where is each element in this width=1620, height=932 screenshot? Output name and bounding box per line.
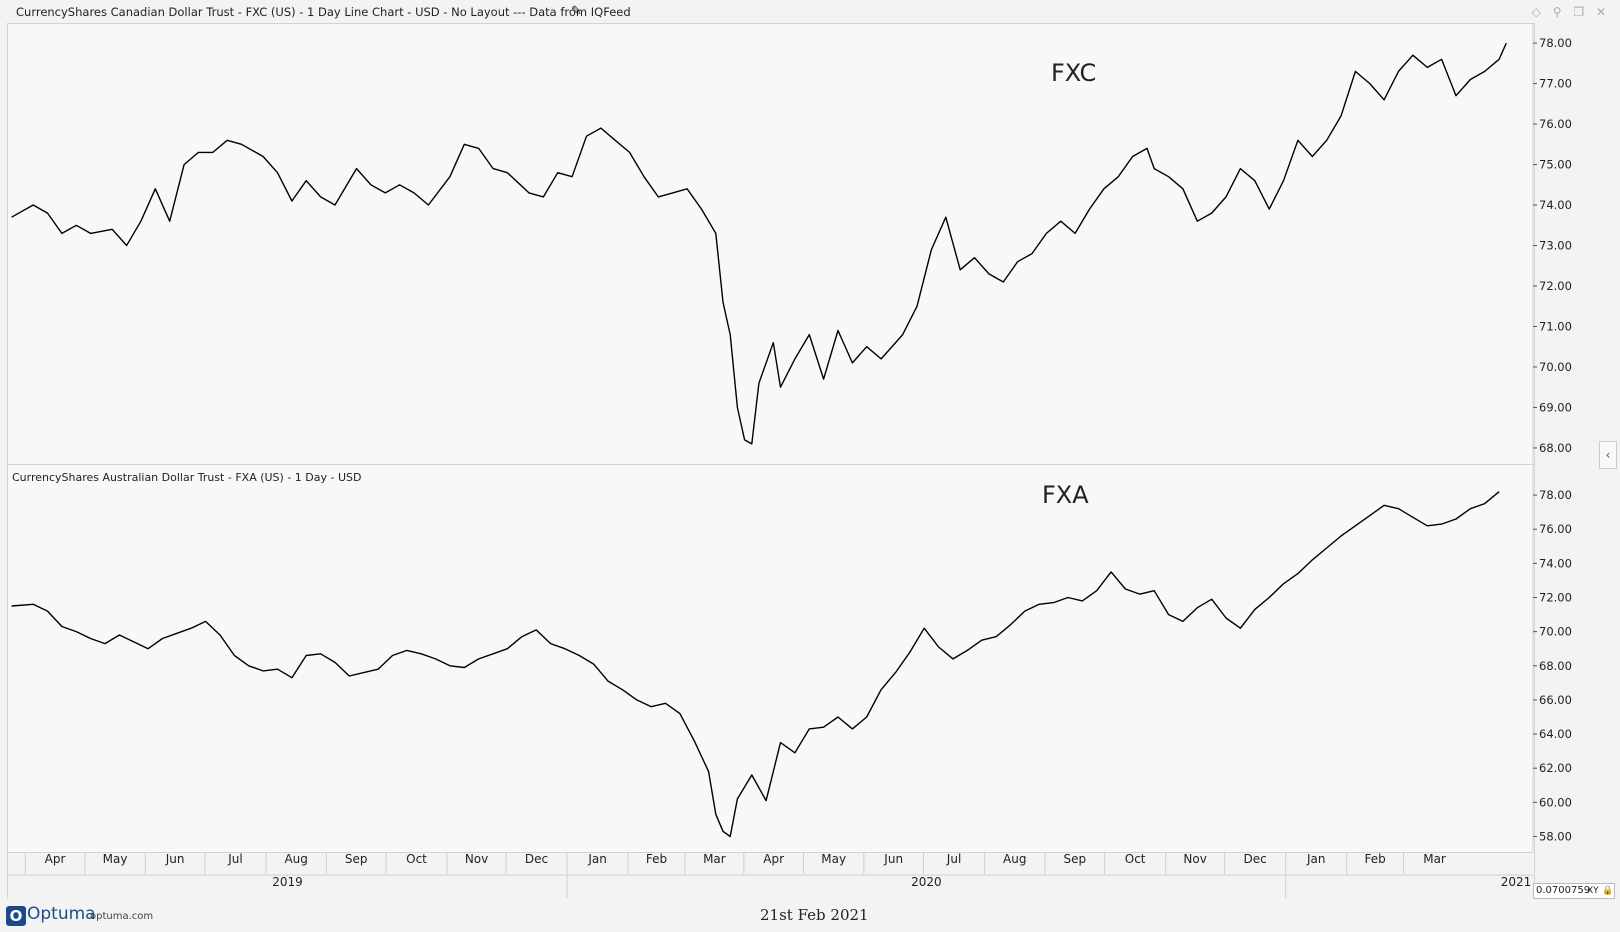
restore-icon[interactable]: ❐	[1573, 5, 1585, 19]
footer-date: 21st Feb 2021	[760, 906, 869, 924]
pin-icon[interactable]: ⚲	[1552, 5, 1562, 19]
month-label: Feb	[1365, 852, 1386, 866]
collapse-handle[interactable]: ‹	[1599, 441, 1617, 469]
title-bar: CurrencyShares Canadian Dollar Trust - F…	[0, 0, 1620, 24]
fxa-y-tick-label: 62.00	[1539, 761, 1572, 775]
month-label: May	[103, 852, 128, 866]
fxc-y-tick-label: 73.00	[1539, 239, 1572, 253]
fxa-y-tick-label: 70.00	[1539, 625, 1572, 639]
fxa-y-tick-label: 60.00	[1539, 795, 1572, 809]
fxc-y-tick-label: 71.00	[1539, 319, 1572, 333]
fxa-y-tick-label: 72.00	[1539, 590, 1572, 604]
month-label: Sep	[345, 852, 368, 866]
xy-readout[interactable]: 0.0700759 XY 🔒	[1533, 883, 1615, 899]
pencil-icon[interactable]: ✎	[571, 4, 582, 19]
time-axis[interactable]	[7, 852, 1535, 900]
month-label: Feb	[646, 852, 667, 866]
fxc-y-tick-label: 74.00	[1539, 198, 1572, 212]
month-label: Apr	[45, 852, 66, 866]
month-label: Apr	[763, 852, 784, 866]
year-label: 2019	[272, 875, 303, 889]
xy-label: XY	[1587, 886, 1599, 896]
month-label: Sep	[1063, 852, 1086, 866]
fxc-chart-pane[interactable]: FXC	[7, 23, 1535, 465]
month-label: Oct	[1125, 852, 1146, 866]
fxa-y-tick-label: 78.00	[1539, 488, 1572, 502]
fxa-pane-title: CurrencyShares Australian Dollar Trust -…	[12, 471, 362, 484]
fxc-label: FXC	[1051, 59, 1097, 87]
fxc-y-tick-label: 76.00	[1539, 117, 1572, 131]
month-label: Mar	[703, 852, 726, 866]
fxc-y-tick-label: 68.00	[1539, 441, 1572, 455]
month-label: Dec	[1244, 852, 1267, 866]
fxa-y-tick-label: 76.00	[1539, 522, 1572, 536]
month-label: Jul	[227, 852, 242, 866]
month-label: Jun	[165, 852, 185, 866]
fxc-y-tick-label: 69.00	[1539, 400, 1572, 414]
month-label: Oct	[406, 852, 427, 866]
brand-name: Optuma	[27, 904, 96, 924]
month-label: Aug	[1003, 852, 1026, 866]
xy-value: 0.0700759	[1536, 885, 1591, 896]
fxc-y-tick-label: 78.00	[1539, 36, 1572, 50]
fxa-chart-pane[interactable]: CurrencyShares Australian Dollar Trust -…	[7, 464, 1535, 853]
fxc-y-tick-label: 75.00	[1539, 158, 1572, 172]
month-label: Jul	[946, 852, 961, 866]
fxa-label: FXA	[1042, 481, 1089, 509]
year-label: 2020	[911, 875, 942, 889]
footer	[0, 899, 1620, 932]
month-label: Jan	[1306, 852, 1326, 866]
fxa-y-tick-label: 66.00	[1539, 693, 1572, 707]
month-label: May	[821, 852, 846, 866]
fxa-y-tick-label: 74.00	[1539, 556, 1572, 570]
fxc-y-tick-label: 70.00	[1539, 360, 1572, 374]
brand-url: optuma.com	[90, 911, 154, 922]
month-label: Mar	[1423, 852, 1446, 866]
fxc-y-tick-label: 72.00	[1539, 279, 1572, 293]
month-label: Dec	[525, 852, 548, 866]
year-label: 2021	[1501, 875, 1532, 889]
window-buttons: ◇ ⚲ ❐ ✕	[1524, 0, 1606, 24]
fxc-price-line	[11, 42, 1507, 445]
fxa-y-tick-label: 64.00	[1539, 727, 1572, 741]
fxa-y-tick-label: 68.00	[1539, 659, 1572, 673]
fxa-price-line	[11, 491, 1500, 838]
close-icon[interactable]: ✕	[1595, 5, 1606, 19]
month-label: Nov	[1183, 852, 1206, 866]
window-title: CurrencyShares Canadian Dollar Trust - F…	[16, 5, 631, 19]
month-label: Nov	[465, 852, 488, 866]
optuma-logo-icon: O	[6, 906, 26, 926]
month-label: Jun	[883, 852, 903, 866]
month-label: Jan	[587, 852, 607, 866]
fxc-y-tick-label: 77.00	[1539, 77, 1572, 91]
diamond-icon[interactable]: ◇	[1531, 5, 1541, 19]
fxa-y-tick-label: 58.00	[1539, 829, 1572, 843]
lock-icon[interactable]: 🔒	[1602, 886, 1614, 896]
month-label: Aug	[284, 852, 307, 866]
